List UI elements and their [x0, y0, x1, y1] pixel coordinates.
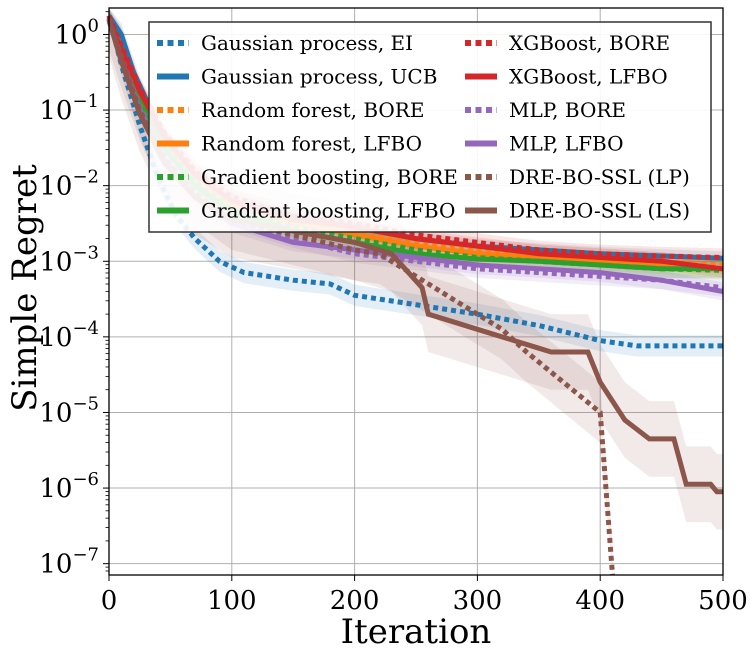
- y-tick-label: 10−3: [39, 242, 99, 277]
- axis-ticks: 0 100 200 300 400 500 100 10−1 10−2 10−3 10−4 10−5 1…: [39, 11, 748, 616]
- legend-box: [148, 21, 712, 233]
- legend-entry: Gaussian process, UCB: [201, 65, 437, 89]
- x-tick-label: 100: [207, 586, 257, 616]
- series-line: [106, 14, 723, 349]
- legend-entry: DRE-BO-SSL (LS): [509, 199, 690, 223]
- legend-entry: Random forest, BORE: [201, 98, 424, 122]
- legend-entry: Random forest, LFBO: [201, 132, 422, 156]
- y-tick-label: 100: [54, 15, 99, 50]
- y-tick-label: 10−7: [39, 545, 99, 580]
- y-tick-label: 10−2: [39, 167, 99, 202]
- legend: Gaussian process, EI Gaussian process, UC…: [148, 21, 712, 233]
- x-axis-label: Iteration: [341, 612, 492, 652]
- y-axis-label: Simple Regret: [5, 164, 45, 412]
- confidence-band: [109, 8, 723, 357]
- y-tick-label: 10−6: [39, 469, 99, 504]
- legend-entry: DRE-BO-SSL (LP): [509, 165, 690, 189]
- y-tick-label: 10−5: [39, 393, 99, 428]
- confidence-band: [109, 8, 723, 530]
- y-tick-label: 10−4: [39, 318, 99, 353]
- x-tick-label: 0: [101, 586, 118, 616]
- x-tick-label: 400: [575, 586, 625, 616]
- legend-entry: Gradient boosting, BORE: [201, 165, 458, 189]
- series-line: [106, 18, 615, 576]
- legend-entry: Gradient boosting, LFBO: [201, 199, 455, 223]
- legend-entry: XGBoost, BORE: [509, 31, 670, 55]
- legend-entry: XGBoost, LFBO: [509, 65, 668, 89]
- x-tick-label: 200: [330, 586, 380, 616]
- y-tick-label: 10−1: [39, 91, 99, 126]
- legend-entry: MLP, LFBO: [509, 132, 624, 156]
- x-tick-label: 300: [453, 586, 503, 616]
- legend-entry: Gaussian process, EI: [201, 31, 413, 55]
- x-tick-label: 500: [698, 586, 748, 616]
- legend-entry: MLP, BORE: [509, 98, 626, 122]
